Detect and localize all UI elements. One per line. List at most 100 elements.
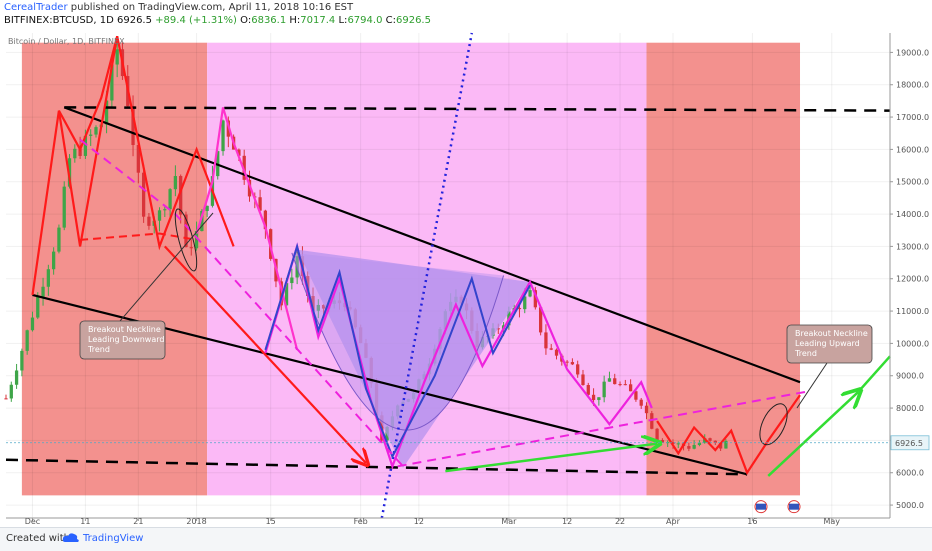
y-tick-label: 9000.0 <box>896 372 924 381</box>
author-link[interactable]: CerealTrader <box>4 2 68 13</box>
low-value: 6794.0 <box>347 15 383 26</box>
y-tick-label: 15000.0 <box>896 178 929 187</box>
candle-body <box>623 384 627 386</box>
y-tick-label: 11000.0 <box>896 307 929 316</box>
quote-line: BITFINEX:BTCUSD, 1D 6926.5 +89.4 (+1.31%… <box>4 15 431 26</box>
magenta-zigzag <box>264 242 653 470</box>
axes-layer: 5000.06000.07000.08000.09000.010000.0110… <box>6 33 930 526</box>
candle-body <box>655 428 659 441</box>
candle-body <box>644 405 649 414</box>
close-value: 6926.5 <box>395 15 431 26</box>
published-text: published on TradingView.com, April 11, … <box>70 2 354 13</box>
y-tick-label: 5000.0 <box>896 501 924 510</box>
candle-body <box>279 281 283 306</box>
candle-body <box>51 251 56 270</box>
last-price: 6926.5 <box>116 15 152 26</box>
candle-body <box>692 445 696 449</box>
candle-body <box>173 176 178 190</box>
candle-body <box>147 216 151 226</box>
candle-body <box>321 304 326 309</box>
candle-body <box>618 384 622 386</box>
candle-body <box>258 197 262 211</box>
x-tick-label: 12 <box>414 517 424 526</box>
candle-body <box>565 361 569 363</box>
x-tick-label: 2018 <box>186 517 206 526</box>
y-tick-label: 18000.0 <box>896 81 929 90</box>
ellipse-left <box>174 208 198 272</box>
candle-body <box>89 134 93 136</box>
triangle-pattern <box>297 249 530 468</box>
price-change: +89.4 (+1.31%) <box>155 15 237 26</box>
candle-body <box>639 399 643 406</box>
candle-body <box>41 286 45 297</box>
candle-body <box>650 413 654 429</box>
candle-body <box>570 362 575 365</box>
candle-body <box>200 211 204 232</box>
candle-body <box>14 370 19 385</box>
candle-body <box>184 214 188 248</box>
y-tick-label: 13000.0 <box>896 242 929 251</box>
red-neckline-left <box>80 232 197 241</box>
candle-body <box>78 148 82 156</box>
chart-header: CerealTrader published on TradingView.co… <box>0 0 932 30</box>
x-tick-label: 12 <box>562 517 572 526</box>
candle-body <box>634 391 638 400</box>
candle-body <box>25 330 29 351</box>
candle-body <box>496 328 500 330</box>
candle-body <box>62 186 66 228</box>
y-tick-label: 10000.0 <box>896 339 929 348</box>
price-label-text: 6926.5 <box>895 439 923 448</box>
candle-body <box>57 227 61 252</box>
x-tick-label: 21 <box>133 517 143 526</box>
candle-body <box>141 172 146 217</box>
magenta-dashed-neckline <box>397 390 806 468</box>
candle-body <box>554 349 559 356</box>
note-right-line-2: Leading Upward <box>795 339 860 348</box>
x-tick-label: 16 <box>747 517 757 526</box>
note-right-pointer <box>796 362 828 409</box>
candle-body <box>131 106 135 146</box>
candle-body <box>311 295 315 311</box>
note-left-pointer <box>119 212 214 322</box>
x-tick-label: Apr <box>666 517 681 526</box>
note-right-line-1: Breakout Neckline <box>795 329 868 338</box>
candle-body <box>576 364 580 375</box>
tradingview-logo-text[interactable]: TradingView <box>83 533 144 544</box>
candle-body <box>544 332 548 349</box>
candle-body <box>676 443 680 445</box>
candle-body <box>602 381 606 398</box>
y-tick-label: 12000.0 <box>896 275 929 284</box>
candle-body <box>538 307 543 333</box>
candle-body <box>549 348 553 350</box>
note-left-box <box>79 320 166 360</box>
candle-body <box>157 210 162 221</box>
flag-icon-2-fill <box>789 503 799 510</box>
note-right-box <box>786 324 873 364</box>
candle-body <box>528 290 532 297</box>
candle-body <box>284 283 289 306</box>
candle-body <box>20 350 24 371</box>
note-left-line-1: Breakout Neckline <box>88 325 161 334</box>
x-tick-label: 22 <box>615 517 625 526</box>
candle-body <box>724 441 728 449</box>
y-tick-label: 19000.0 <box>896 48 929 57</box>
candle-body <box>586 385 590 395</box>
footer-bar: Created with TradingView <box>0 527 932 551</box>
red-zone-left <box>21 42 208 496</box>
green-arrow-up <box>767 392 858 477</box>
candle-body <box>205 205 209 212</box>
green-line-extension <box>857 355 891 393</box>
publisher-line: CerealTrader published on TradingView.co… <box>4 2 353 13</box>
candle-body <box>290 277 294 284</box>
candle-body <box>708 438 712 441</box>
open-value: 6836.1 <box>251 15 287 26</box>
y-tick-label: 17000.0 <box>896 113 929 122</box>
candle-body <box>30 317 35 331</box>
candle-body <box>671 442 675 444</box>
magenta-zigzag-top <box>195 107 299 351</box>
candle-body <box>110 64 114 101</box>
candle-body <box>136 145 140 173</box>
high-value: 7017.4 <box>300 15 336 26</box>
candle-body <box>189 247 193 249</box>
